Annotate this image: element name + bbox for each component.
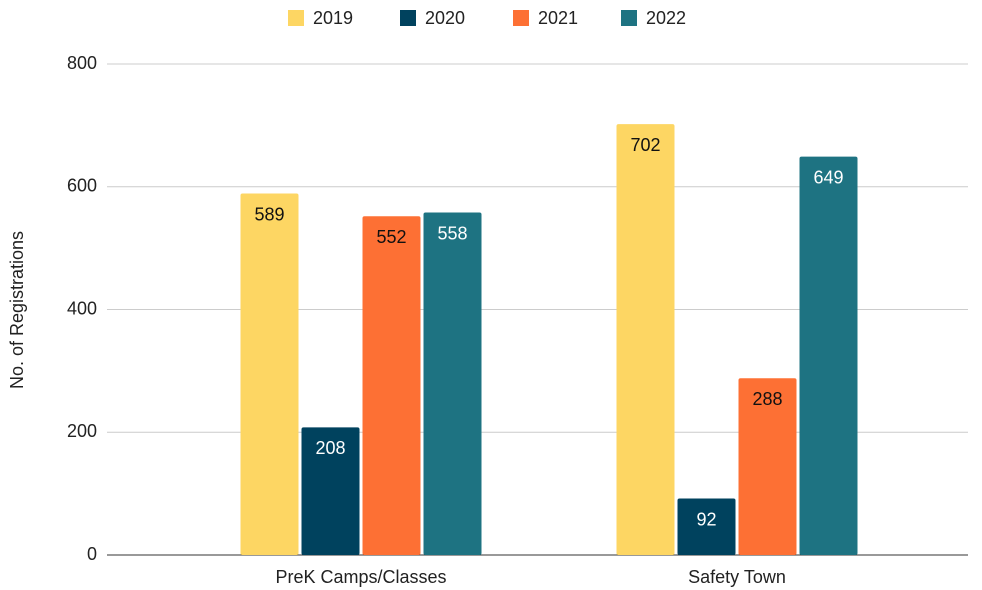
bar <box>301 427 360 555</box>
legend-label: 2020 <box>425 8 465 28</box>
bar <box>423 212 482 555</box>
bar <box>738 378 797 555</box>
y-tick-label: 0 <box>87 544 97 564</box>
legend-swatch <box>400 10 416 26</box>
y-tick-label: 400 <box>67 298 97 318</box>
legend-swatch <box>513 10 529 26</box>
data-label: 552 <box>376 227 406 247</box>
data-label: 702 <box>630 135 660 155</box>
y-axis-label: No. of Registrations <box>7 231 27 389</box>
bar <box>240 193 299 555</box>
legend-swatch <box>288 10 304 26</box>
legend-label: 2022 <box>646 8 686 28</box>
y-tick-label: 800 <box>67 53 97 73</box>
legend-swatch <box>621 10 637 26</box>
x-tick-label: Safety Town <box>688 567 786 587</box>
bar <box>616 124 675 556</box>
legend-label: 2019 <box>313 8 353 28</box>
bar <box>799 156 858 555</box>
bar <box>677 498 736 555</box>
bar <box>362 216 421 555</box>
data-label: 208 <box>315 438 345 458</box>
data-label: 288 <box>752 389 782 409</box>
data-label: 589 <box>254 204 284 224</box>
data-label: 558 <box>437 223 467 243</box>
x-tick-label: PreK Camps/Classes <box>275 567 446 587</box>
y-tick-label: 200 <box>67 421 97 441</box>
y-tick-label: 600 <box>67 176 97 196</box>
legend-label: 2021 <box>538 8 578 28</box>
data-label: 649 <box>813 167 843 187</box>
data-label: 92 <box>696 509 716 529</box>
